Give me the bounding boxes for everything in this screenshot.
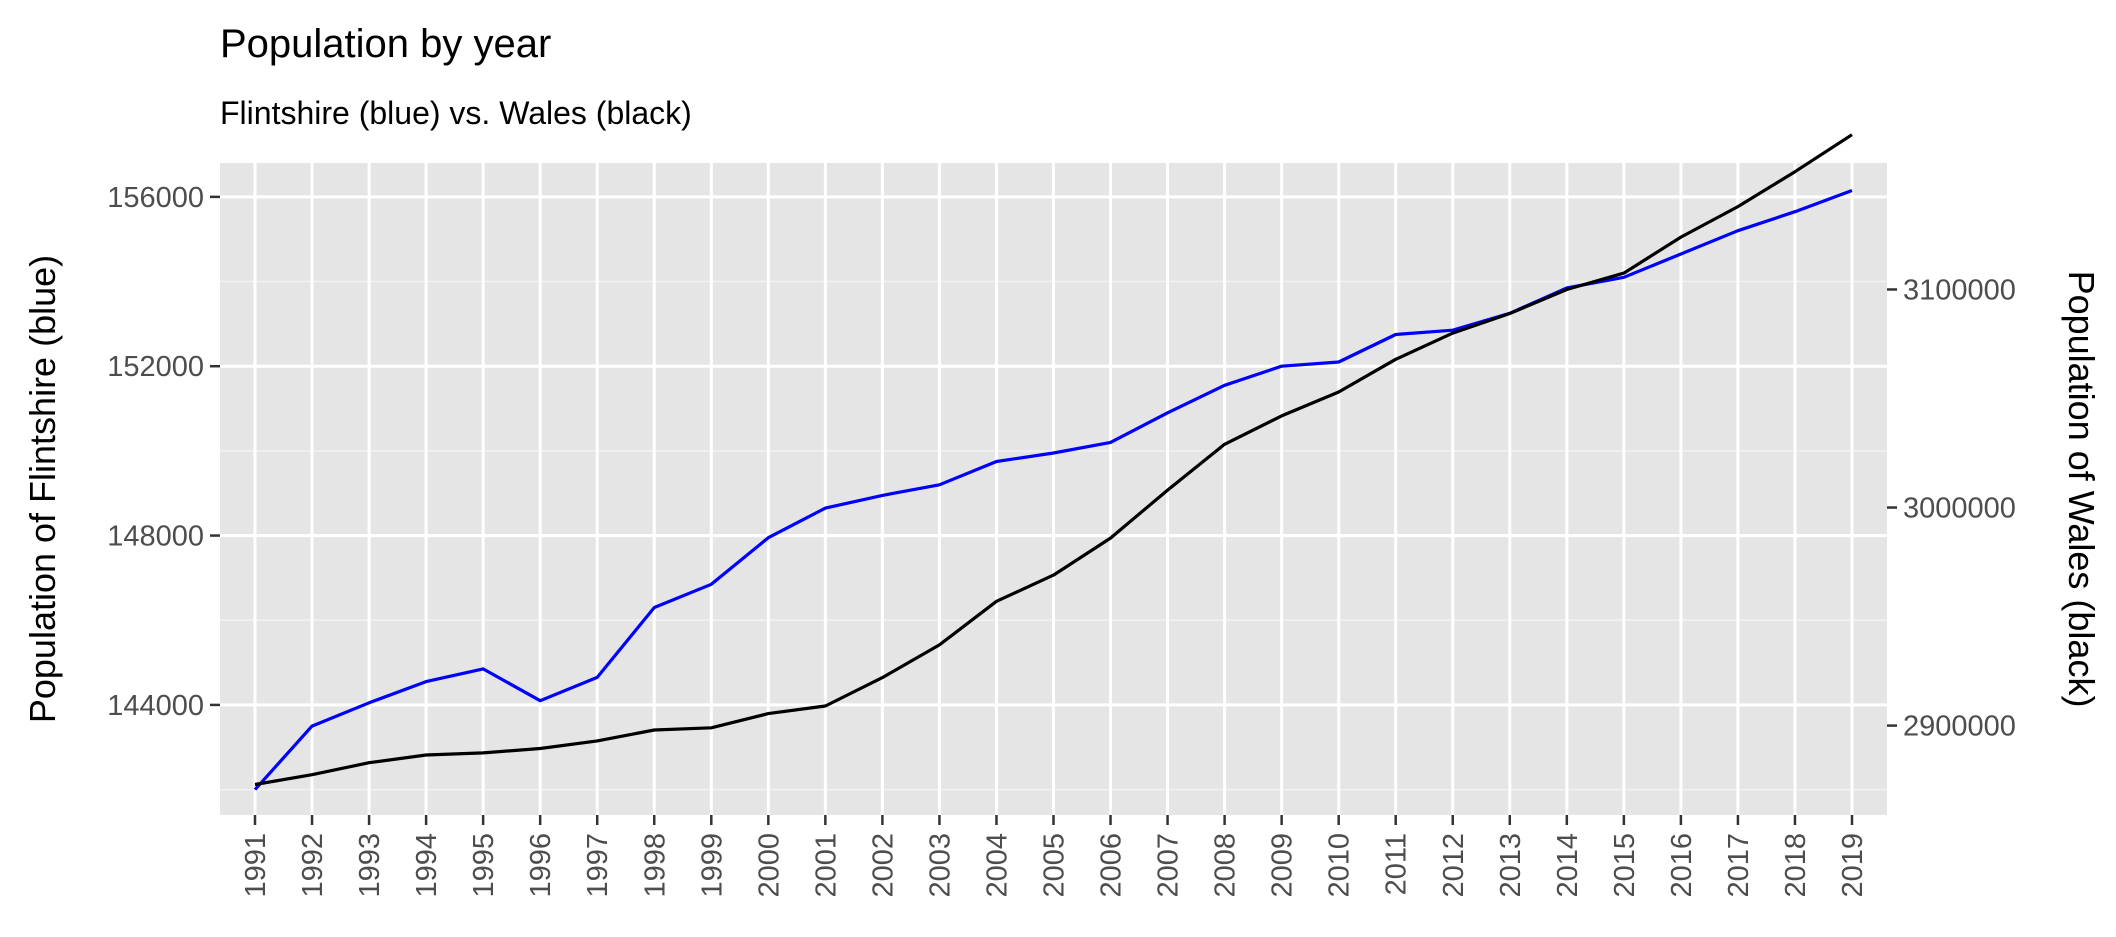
y-tick-label: 152000 <box>107 351 204 383</box>
x-tick-label: 2012 <box>1438 833 1470 898</box>
x-tick-label: 2005 <box>1039 833 1071 898</box>
x-tick-label: 2001 <box>810 833 842 898</box>
x-tick-label: 1991 <box>240 833 272 898</box>
x-tick-label: 2002 <box>867 833 899 898</box>
x-tick-label: 2008 <box>1210 833 1242 898</box>
y-axis-left: 144000 148000 152000 156000 <box>107 182 220 722</box>
x-tick-label: 2016 <box>1666 833 1698 898</box>
x-tick-label: 1998 <box>639 833 671 898</box>
y-tick-label: 156000 <box>107 182 204 214</box>
x-tick-label: 1994 <box>411 833 443 898</box>
x-tick-label: 2000 <box>753 833 785 898</box>
y-axis-title: Population of Flintshire (blue) <box>22 255 63 723</box>
y2-tick-label: 3000000 <box>1903 493 2016 525</box>
x-tick-label: 2018 <box>1780 833 1812 898</box>
y2-tick-label: 3100000 <box>1903 274 2016 306</box>
x-tick-label: 2003 <box>924 833 956 898</box>
x-tick-label: 2011 <box>1381 833 1413 895</box>
series-layer <box>253 133 1853 791</box>
y-axis-right: 2900000 3000000 3100000 <box>1887 274 2016 743</box>
x-tick-label: 1992 <box>297 833 329 898</box>
x-tick-label: 2019 <box>1837 833 1869 898</box>
x-tick-label: 1993 <box>354 833 386 898</box>
y2-tick-label: 2900000 <box>1903 711 2016 743</box>
x-tick-label: 2010 <box>1324 833 1356 898</box>
x-tick-label: 2013 <box>1495 833 1527 898</box>
x-tick-label: 2014 <box>1552 833 1584 898</box>
x-tick-label: 2009 <box>1267 833 1299 898</box>
x-tick-label: 2017 <box>1723 833 1755 898</box>
grid-major-lines <box>220 163 1887 815</box>
x-tick-label: 1997 <box>582 833 614 898</box>
x-tick-label: 1995 <box>468 833 500 898</box>
x-tick-label: 1996 <box>525 833 557 898</box>
series-line-wales-black <box>254 133 1853 787</box>
chart-title: Population by year <box>220 22 551 66</box>
x-tick-label: 2006 <box>1096 833 1128 898</box>
x-tick-label: 2015 <box>1609 833 1641 898</box>
y-tick-label: 148000 <box>107 521 204 553</box>
chart-subtitle: Flintshire (blue) vs. Wales (black) <box>220 95 692 131</box>
y-tick-label: 144000 <box>107 690 204 722</box>
x-tick-label: 2007 <box>1153 833 1185 898</box>
x-tick-label: 1999 <box>696 833 728 898</box>
y2-axis-title: Population of Wales (black) <box>2061 271 2102 708</box>
x-axis: 1991 1992 1993 1994 1995 1996 1997 1998 1999 2000… <box>240 815 1869 898</box>
x-tick-label: 2004 <box>981 833 1013 898</box>
